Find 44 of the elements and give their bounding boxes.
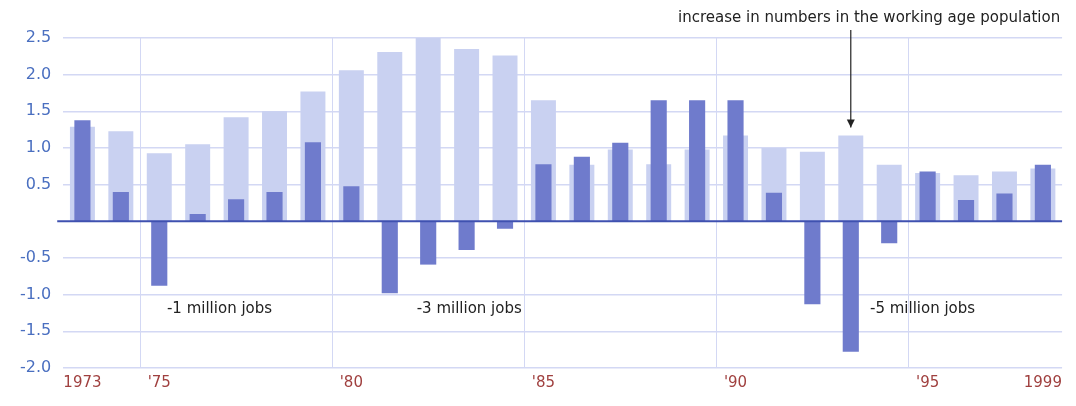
bar <box>266 192 283 222</box>
y-tick-label: -1.5 <box>20 320 52 340</box>
bar <box>881 221 898 244</box>
bar <box>996 193 1013 222</box>
annotation: -5 million jobs <box>869 299 976 318</box>
bar <box>420 221 437 265</box>
y-tick-label: 2.5 <box>25 27 52 47</box>
bar <box>1034 164 1051 222</box>
x-tick-label: 1999 <box>1023 372 1062 391</box>
x-tick-label: '90 <box>723 372 748 391</box>
bar <box>228 199 245 222</box>
bar <box>535 164 552 222</box>
y-tick-label: -0.5 <box>20 247 52 267</box>
y-tick-label: -2.0 <box>20 357 52 377</box>
bar <box>573 156 590 222</box>
x-tick-label: 1973 <box>63 372 102 391</box>
bar <box>458 221 475 250</box>
bar <box>612 142 629 222</box>
bar <box>842 221 859 352</box>
annotation: -1 million jobs <box>166 299 273 318</box>
bar <box>304 142 321 222</box>
y-tick-label: 1.5 <box>25 100 52 120</box>
bar <box>689 100 706 222</box>
bar <box>343 186 360 222</box>
x-tick-label: '85 <box>531 372 556 391</box>
x-tick-label: '95 <box>916 372 940 391</box>
bar <box>727 100 744 222</box>
text: increase in numbers in the working age population <box>677 7 1061 26</box>
y-tick-label: 1.0 <box>25 137 52 157</box>
bar <box>112 192 129 222</box>
bar <box>804 221 821 305</box>
x-tick-label: '75 <box>147 372 171 391</box>
x-tick-label: '80 <box>339 372 363 391</box>
bar <box>74 120 91 222</box>
annotation: -3 million jobs <box>416 299 522 318</box>
bar <box>957 200 975 222</box>
bar <box>919 171 936 222</box>
y-tick-label: -1.0 <box>20 283 52 303</box>
bar <box>765 192 783 222</box>
bar <box>381 221 398 294</box>
bar <box>650 100 667 222</box>
bar <box>151 221 168 286</box>
y-tick-label: 0.5 <box>25 173 52 193</box>
y-tick-label: 2.0 <box>25 63 52 83</box>
